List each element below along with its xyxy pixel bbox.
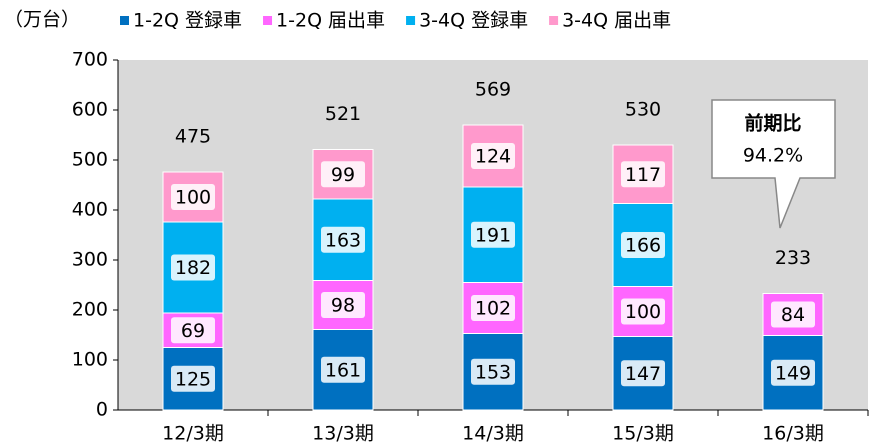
y-tick-label: 500 — [72, 149, 108, 171]
value-label-bg — [471, 221, 515, 248]
value-label: 117 — [625, 164, 661, 186]
y-tick-label: 400 — [72, 199, 108, 221]
total-label: 569 — [475, 79, 511, 101]
value-label-bg — [471, 143, 515, 169]
total-label: 475 — [175, 126, 211, 148]
value-label: 149 — [775, 362, 811, 384]
x-tick-label: 14/3期 — [462, 423, 524, 445]
value-label: 163 — [325, 229, 361, 251]
value-label: 102 — [475, 298, 511, 320]
legend-label: 3-4Q 届出車 — [562, 10, 671, 32]
value-label-bg — [621, 232, 665, 258]
value-label-bg — [471, 358, 515, 385]
value-label: 84 — [781, 304, 805, 326]
value-label: 100 — [625, 301, 661, 323]
value-label-bg — [621, 161, 665, 188]
callout — [711, 99, 836, 229]
y-tick-label: 0 — [96, 399, 108, 421]
total-label: 233 — [775, 247, 811, 269]
value-label-bg — [321, 226, 365, 253]
value-label: 191 — [475, 224, 511, 246]
x-tick-label: 13/3期 — [312, 423, 374, 445]
y-tick-label: 100 — [72, 349, 108, 371]
value-label-bg — [471, 295, 515, 321]
y-tick-label: 600 — [72, 99, 108, 121]
value-label: 147 — [625, 363, 661, 385]
value-label: 100 — [175, 187, 211, 209]
value-label-bg — [171, 184, 215, 210]
legend-swatch — [263, 16, 273, 25]
value-label-bg — [621, 298, 665, 325]
value-label-bg — [171, 365, 215, 392]
value-label-bg — [171, 317, 215, 344]
value-label: 99 — [331, 164, 355, 186]
annotation: 94.2% — [743, 145, 803, 167]
value-label: 124 — [475, 146, 511, 168]
y-axis-label: （万台） — [4, 9, 80, 31]
legend-label: 1-2Q 届出車 — [276, 10, 385, 32]
y-tick-label: 200 — [72, 299, 108, 321]
value-label: 153 — [475, 361, 511, 383]
y-tick-label: 700 — [72, 49, 108, 71]
value-label: 161 — [325, 359, 361, 381]
value-label-bg — [321, 161, 365, 188]
total-label: 521 — [325, 103, 361, 125]
legend-label: 3-4Q 登録車 — [419, 10, 528, 32]
x-tick-label: 16/3期 — [762, 423, 824, 445]
value-label-bg — [171, 254, 215, 281]
value-label: 69 — [181, 320, 205, 342]
value-label: 125 — [175, 368, 211, 390]
x-tick-label: 15/3期 — [612, 423, 674, 445]
legend-label: 1-2Q 登録車 — [133, 10, 242, 32]
y-tick-label: 300 — [72, 249, 108, 271]
legend-swatch — [406, 16, 416, 25]
annotation: 前期比 — [744, 112, 801, 135]
legend-swatch — [120, 16, 129, 25]
value-label-bg — [321, 356, 365, 383]
value-label: 166 — [625, 235, 661, 257]
value-label-bg — [321, 292, 365, 318]
value-label-bg — [771, 359, 815, 386]
x-tick-label: 12/3期 — [162, 423, 224, 445]
value-label: 182 — [175, 257, 211, 279]
value-label: 98 — [331, 295, 355, 317]
value-label-bg — [621, 360, 665, 387]
value-label-bg — [771, 301, 815, 328]
legend-swatch — [549, 16, 559, 25]
total-label: 530 — [625, 99, 661, 121]
